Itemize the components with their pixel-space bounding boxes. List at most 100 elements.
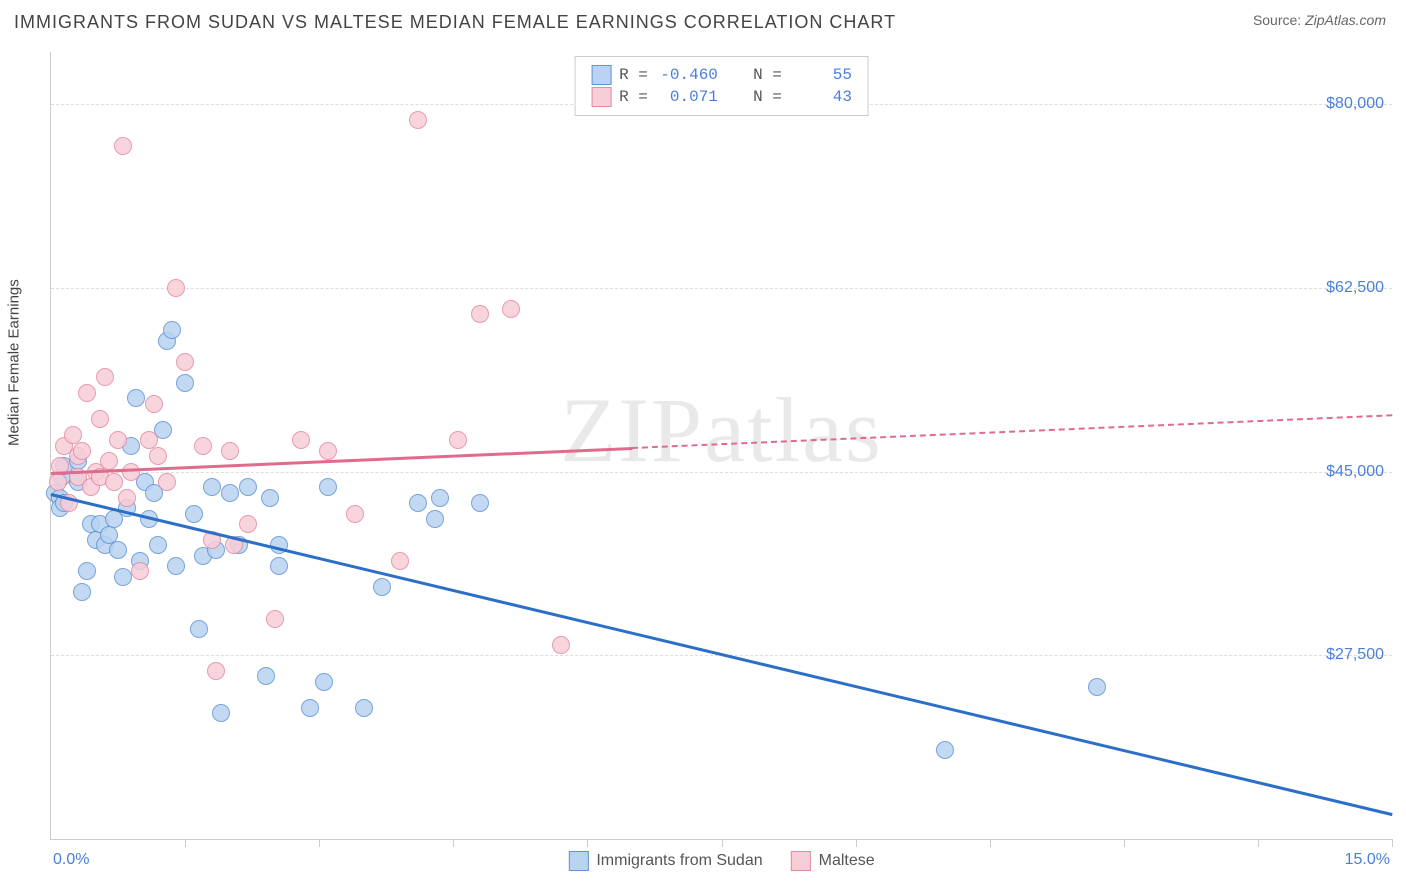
series-swatch-maltese [791,851,811,871]
scatter-point-sudan [257,667,275,685]
scatter-point-sudan [431,489,449,507]
scatter-point-maltese [105,473,123,491]
x-tick [1124,839,1125,847]
source-attribution: Source: ZipAtlas.com [1253,12,1386,28]
legend-r-label: R = [619,88,648,106]
scatter-point-maltese [471,305,489,323]
legend-r-value-maltese: 0.071 [656,88,718,106]
scatter-point-maltese [176,353,194,371]
scatter-point-sudan [73,583,91,601]
scatter-point-maltese [409,111,427,129]
scatter-point-sudan [190,620,208,638]
gridline [51,288,1392,289]
scatter-point-maltese [158,473,176,491]
x-tick [587,839,588,847]
scatter-point-maltese [122,463,140,481]
series-name-sudan: Immigrants from Sudan [596,852,762,870]
gridline [51,472,1392,473]
scatter-point-sudan [261,489,279,507]
scatter-point-maltese [96,368,114,386]
scatter-point-maltese [319,442,337,460]
y-tick-label: $45,000 [1326,463,1384,481]
scatter-point-sudan [149,536,167,554]
regression-line-maltese-dashed [632,414,1392,449]
x-tick [1258,839,1259,847]
x-tick [856,839,857,847]
series-legend-item-sudan: Immigrants from Sudan [568,851,762,871]
scatter-point-maltese [118,489,136,507]
scatter-point-sudan [426,510,444,528]
y-tick-label: $80,000 [1326,95,1384,113]
scatter-point-sudan [78,562,96,580]
legend-r-value-sudan: -0.460 [656,66,718,84]
scatter-point-maltese [552,636,570,654]
scatter-point-sudan [409,494,427,512]
scatter-point-maltese [266,610,284,628]
scatter-point-maltese [292,431,310,449]
scatter-point-maltese [149,447,167,465]
scatter-point-sudan [319,478,337,496]
scatter-point-maltese [502,300,520,318]
scatter-point-maltese [346,505,364,523]
legend-row-maltese: R =0.071 N =43 [591,87,852,107]
scatter-point-sudan [315,673,333,691]
watermark: ZIPatlas [560,377,883,483]
x-tick [453,839,454,847]
scatter-point-sudan [127,389,145,407]
series-name-maltese: Maltese [819,852,875,870]
scatter-point-sudan [185,505,203,523]
scatter-point-maltese [391,552,409,570]
scatter-point-sudan [114,568,132,586]
scatter-point-maltese [449,431,467,449]
regression-line-sudan [51,493,1393,815]
scatter-point-sudan [203,478,221,496]
watermark-bold: ZIP [560,379,704,481]
scatter-point-maltese [114,137,132,155]
chart-plot-area: ZIPatlas $27,500 $45,000 $62,500 $80,000 0.0… [50,52,1392,840]
scatter-point-sudan [109,541,127,559]
legend-n-label: N = [753,88,782,106]
scatter-point-sudan [936,741,954,759]
scatter-point-sudan [176,374,194,392]
scatter-point-sudan [167,557,185,575]
scatter-point-maltese [131,562,149,580]
scatter-point-sudan [163,321,181,339]
scatter-point-maltese [100,452,118,470]
y-tick-label: $27,500 [1326,646,1384,664]
x-tick [185,839,186,847]
scatter-point-maltese [73,442,91,460]
scatter-point-maltese [145,395,163,413]
watermark-light: atlas [704,379,883,481]
scatter-point-maltese [239,515,257,533]
legend-n-label: N = [753,66,782,84]
legend-r-label: R = [619,66,648,84]
scatter-point-sudan [1088,678,1106,696]
x-tick-label-min: 0.0% [53,851,89,869]
scatter-point-maltese [207,662,225,680]
scatter-point-sudan [239,478,257,496]
series-legend: Immigrants from Sudan Maltese [568,851,874,871]
x-tick [990,839,991,847]
source-name: ZipAtlas.com [1305,12,1386,28]
scatter-point-maltese [167,279,185,297]
x-tick [722,839,723,847]
scatter-point-maltese [194,437,212,455]
legend-swatch-maltese [591,87,611,107]
x-tick-label-max: 15.0% [1345,851,1390,869]
scatter-point-maltese [91,410,109,428]
series-legend-item-maltese: Maltese [791,851,875,871]
scatter-point-maltese [109,431,127,449]
legend-row-sudan: R = -0.460 N = 55 [591,65,852,85]
scatter-point-sudan [270,557,288,575]
y-axis-title: Median Female Earnings [6,279,23,446]
series-swatch-sudan [568,851,588,871]
scatter-point-sudan [471,494,489,512]
x-tick [319,839,320,847]
scatter-point-sudan [373,578,391,596]
legend-n-value-sudan: 55 [790,66,852,84]
scatter-point-maltese [78,384,96,402]
scatter-point-sudan [212,704,230,722]
y-tick-label: $62,500 [1326,279,1384,297]
scatter-point-maltese [221,442,239,460]
chart-title: IMMIGRANTS FROM SUDAN VS MALTESE MEDIAN … [14,12,896,33]
